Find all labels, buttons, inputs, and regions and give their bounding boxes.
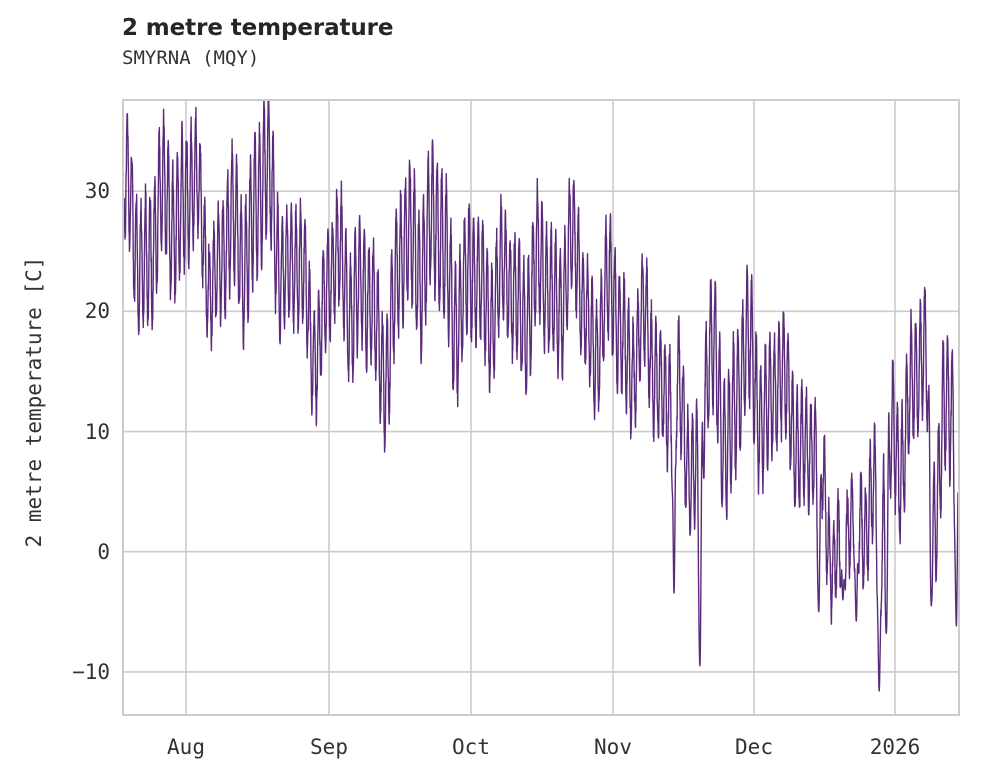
x-tick-label: Nov xyxy=(594,735,632,759)
page-title: 2 metre temperature xyxy=(122,15,394,41)
y-tick-label: 30 xyxy=(84,179,110,204)
x-tick-label: Sep xyxy=(310,735,348,759)
y-tick-layer: 30 20 10 0 −10 xyxy=(0,0,110,782)
plot-svg xyxy=(124,101,958,714)
chart-subtitle: SMYRNA (MQY) xyxy=(122,47,260,69)
y-tick-label: 10 xyxy=(84,419,110,444)
x-tick-label: Aug xyxy=(167,735,205,759)
x-tick-label: 2026 xyxy=(869,735,921,759)
x-tick-label: Dec xyxy=(735,735,773,759)
y-tick-label: 0 xyxy=(97,539,110,564)
temperature-series-line xyxy=(124,101,958,692)
title-block: 2 metre temperature SMYRNA (MQY) xyxy=(122,14,822,71)
x-tick-label: Oct xyxy=(452,735,490,759)
y-tick-label: −10 xyxy=(72,659,110,684)
y-tick-label: 20 xyxy=(84,299,110,324)
plot-area xyxy=(122,99,960,716)
